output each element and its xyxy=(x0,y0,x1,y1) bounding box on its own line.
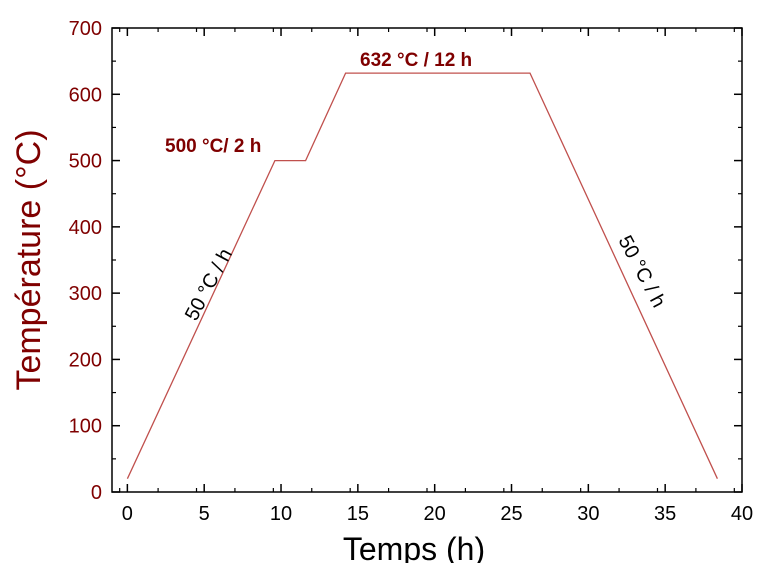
y-tick-label-2: 200 xyxy=(69,349,102,371)
x-tick-label-4: 20 xyxy=(424,503,446,525)
y-axis-title: Température (°C) xyxy=(10,129,48,390)
annotation-heating-rate: 50 °C / h xyxy=(181,245,237,324)
y-tick-label-4: 400 xyxy=(69,217,102,239)
x-axis-title: Temps (h) xyxy=(343,531,485,563)
x-tick-label-2: 10 xyxy=(270,503,292,525)
y-tick-label-0: 0 xyxy=(91,482,102,504)
y-tick-label-5: 500 xyxy=(69,151,102,173)
x-tick-label-1: 5 xyxy=(199,503,210,525)
x-tick-label-6: 30 xyxy=(577,503,599,525)
x-tick-label-3: 15 xyxy=(347,503,369,525)
annotation-hold-632: 632 °C / 12 h xyxy=(360,50,472,71)
y-tick-label-7: 700 xyxy=(69,18,102,40)
x-tick-label-0: 0 xyxy=(122,503,133,525)
x-tick-label-5: 25 xyxy=(500,503,522,525)
x-tick-label-7: 35 xyxy=(654,503,676,525)
x-tick-label-8: 40 xyxy=(731,503,753,525)
y-tick-label-1: 100 xyxy=(69,416,102,438)
annotation-hold-500: 500 °C/ 2 h xyxy=(165,136,261,157)
y-tick-label-3: 300 xyxy=(69,283,102,305)
y-tick-label-6: 600 xyxy=(69,84,102,106)
